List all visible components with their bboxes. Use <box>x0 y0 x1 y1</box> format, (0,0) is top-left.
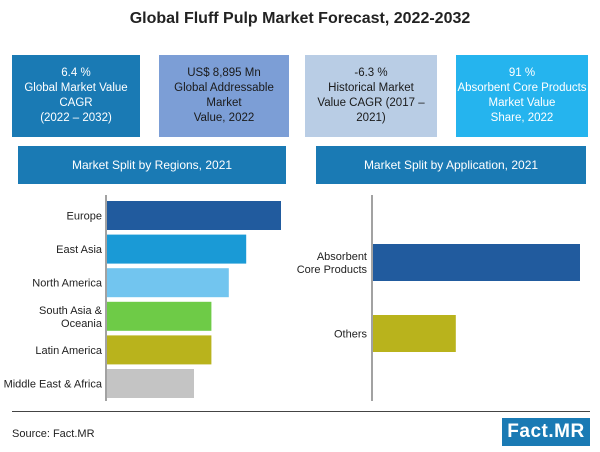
kpi-label: Share, 2022 <box>490 112 554 124</box>
bar-south-asia-and-oceania <box>107 301 212 331</box>
kpi-label: Global Market Value CAGR <box>24 82 128 109</box>
kpi-label: Global Addressable Market <box>174 82 274 109</box>
regions-chart-header: Market Split by Regions, 2021 <box>18 146 286 184</box>
application-chart-header: Market Split by Application, 2021 <box>316 146 586 184</box>
category-label-others: Others <box>334 329 368 341</box>
bar-latin-america <box>107 335 212 365</box>
kpi-label: Value CAGR (2017 – 2021) <box>317 97 425 124</box>
page-title: Global Fluff Pulp Market Forecast, 2022-… <box>129 10 471 27</box>
kpi-value: 91 % <box>508 67 536 79</box>
footer-divider <box>12 411 590 412</box>
source-note: Source: Fact.MR <box>12 428 95 440</box>
kpi-label: Value, 2022 <box>193 112 255 124</box>
bar-absorbent-core-products <box>373 244 580 281</box>
kpi-card-historical-cagr: -6.3 % Historical Market Value CAGR (201… <box>305 55 437 137</box>
bar-europe <box>107 201 281 230</box>
kpi-value: US$ 8,895 Mn <box>187 67 261 79</box>
category-label-europe: Europe <box>67 211 102 223</box>
kpi-value: -6.3 % <box>354 67 388 79</box>
kpi-value: 6.4 % <box>61 67 91 79</box>
category-label-east-asia: East Asia <box>56 244 103 256</box>
category-label-latin-america: Latin America <box>35 345 103 357</box>
kpi-label: (2022 – 2032) <box>40 112 112 124</box>
regions-bar-chart: Europe East Asia North America South Asia &… <box>4 195 281 401</box>
application-bar-chart: Absorbent Core Products Others <box>297 195 580 401</box>
kpi-label: Market Value <box>488 97 556 109</box>
bar-middle-east-and-africa <box>107 369 194 398</box>
category-label-middle-east-and-africa: Middle East & Africa <box>4 379 103 391</box>
bar-north-america <box>107 268 229 298</box>
kpi-card-addressable-market: US$ 8,895 Mn Global Addressable Market V… <box>159 55 289 137</box>
category-label-north-america: North America <box>32 278 103 290</box>
charts-area: Europe East Asia North America South Asia &… <box>4 195 580 401</box>
category-label-absorbent-core-products: Absorbent Core Products <box>297 251 368 276</box>
category-label-south-asia-and-oceania: South Asia & Oceania <box>39 305 103 330</box>
factmr-logo: Fact.MR <box>502 418 590 446</box>
kpi-label: Absorbent Core Products <box>457 82 587 94</box>
kpi-card-absorbent-share: 91 % Absorbent Core Products Market Valu… <box>456 55 588 137</box>
kpi-card-market-cagr: 6.4 % Global Market Value CAGR (2022 – 2… <box>12 55 140 137</box>
kpi-label: Historical Market <box>328 82 414 94</box>
bar-others <box>373 315 456 352</box>
bar-east-asia <box>107 234 247 264</box>
